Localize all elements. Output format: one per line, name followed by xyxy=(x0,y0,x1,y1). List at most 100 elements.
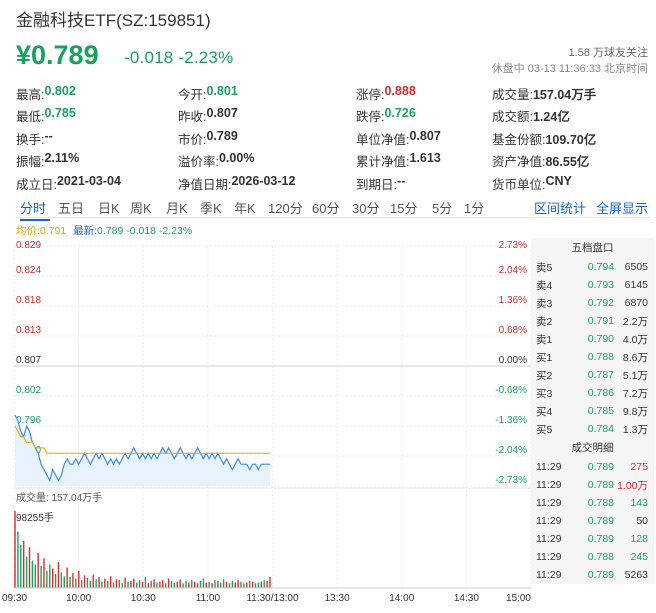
trade-row: 11:29 0.789 5263 xyxy=(531,566,654,584)
tab-8[interactable]: 60分 xyxy=(312,201,340,216)
quote-cell: 单位净值: 0.807 xyxy=(356,129,492,148)
intraday-chart[interactable]: 0.829 2.73% 0.824 2.04% 0.818 1.36% 0.813 0.68%… xyxy=(0,236,531,613)
volume-bar xyxy=(176,581,178,588)
trade-volume: 50 xyxy=(636,515,648,527)
trade-time: 11:29 xyxy=(536,569,562,581)
tab-3[interactable]: 周K xyxy=(130,201,152,216)
volume-bar xyxy=(136,582,138,588)
avg-price-label: 均价: xyxy=(16,225,40,237)
followers-count[interactable]: 1.58 万球友关注 xyxy=(568,47,648,59)
volume-bar xyxy=(185,580,187,588)
tab-1[interactable]: 五日 xyxy=(58,201,85,216)
volume-bar xyxy=(266,580,268,588)
tab-11[interactable]: 5分 xyxy=(432,201,453,216)
quote-label: 涨停: xyxy=(356,87,385,102)
order-level-price: 0.787 xyxy=(587,369,614,381)
order-book-row: 买5 0.784 1.3万 xyxy=(531,420,654,438)
quote-row: 成立日: 2021-03-04 净值日期: 2026-03-12 到期日: -- 货币单位:… xyxy=(16,172,648,195)
order-level-label: 买5 xyxy=(536,423,553,436)
quote-cell: 溢价率: 0.00% xyxy=(178,151,356,170)
volume-bar xyxy=(251,581,254,588)
quote-value: 2021-03-04 xyxy=(56,173,121,188)
volume-bar xyxy=(121,583,123,588)
volume-bar xyxy=(167,578,170,588)
quote-value: 0.801 xyxy=(206,83,238,98)
volume-bar xyxy=(217,580,219,588)
pct-tick-label: 1.36% xyxy=(499,295,527,306)
volume-bar xyxy=(211,583,213,588)
trade-price: 0.788 xyxy=(587,551,614,563)
volume-bar xyxy=(159,581,161,588)
order-book-row: 卖2 0.791 2.2万 xyxy=(531,312,654,330)
volume-bar xyxy=(14,511,16,588)
pct-tick-label: 0.68% xyxy=(499,325,527,336)
volume-bar xyxy=(115,579,118,588)
tab-6[interactable]: 年K xyxy=(234,201,256,216)
volume-bar xyxy=(51,568,54,588)
tab-10[interactable]: 15分 xyxy=(390,201,418,216)
pct-tick-label: -2.73% xyxy=(495,475,527,486)
quote-cell: 昨收: 0.807 xyxy=(178,106,356,125)
volume-bar xyxy=(54,573,57,588)
volume-bar xyxy=(182,583,184,588)
time-tick-label: 13:30 xyxy=(325,593,350,604)
time-tick-label: 10:30 xyxy=(131,593,156,604)
pct-tick-label: 2.04% xyxy=(499,265,527,276)
quote-value: 0.807 xyxy=(206,106,238,121)
trade-time: 11:29 xyxy=(536,515,562,527)
trade-time: 11:29 xyxy=(536,479,562,491)
quote-label: 振幅: xyxy=(16,155,45,170)
quote-label: 累计净值: xyxy=(356,155,410,170)
tab-2[interactable]: 日K xyxy=(98,201,120,216)
volume-bar xyxy=(144,577,147,588)
volume-bar xyxy=(249,580,251,588)
tab-0[interactable]: 分时 xyxy=(20,201,47,216)
volume-bar xyxy=(63,576,65,588)
tab-4[interactable]: 月K xyxy=(166,201,188,216)
tab-7[interactable]: 120分 xyxy=(268,201,303,216)
quote-value: 0.726 xyxy=(384,106,416,121)
volume-bar xyxy=(196,583,199,588)
volume-bar xyxy=(162,580,164,588)
quote-value: 0.00% xyxy=(218,151,255,166)
order-level-price: 0.785 xyxy=(587,405,614,417)
time-tick-label: 09:30 xyxy=(2,593,27,604)
tab-12[interactable]: 1分 xyxy=(464,201,485,216)
last-price-label: 最新: xyxy=(73,225,98,237)
quote-cell: 到期日: -- xyxy=(356,174,492,193)
pct-tick-label: 2.73% xyxy=(499,240,527,251)
time-tick-label: 14:30 xyxy=(454,593,479,604)
last-price-value: 0.789 -0.018 -2.23% xyxy=(97,225,193,237)
order-level-price: 0.791 xyxy=(587,315,614,327)
volume-bar xyxy=(124,577,126,588)
quote-cell: 振幅: 2.11% xyxy=(16,151,178,170)
quote-label: 换手: xyxy=(16,132,45,147)
chart-legend: 均价:0.791 最新:0.789 -0.018 -2.23% xyxy=(16,223,192,238)
fullscreen-link[interactable]: 全屏显示 xyxy=(596,201,649,216)
order-level-price: 0.794 xyxy=(587,261,614,273)
volume-bar xyxy=(20,544,22,588)
order-level-label: 买1 xyxy=(536,351,553,364)
volume-bar xyxy=(208,581,210,588)
range-stats-link[interactable]: 区间统计 xyxy=(534,201,587,216)
tab-9[interactable]: 30分 xyxy=(352,201,380,216)
quote-label: 货币单位: xyxy=(492,177,546,192)
trade-price: 0.789 xyxy=(587,533,614,545)
quote-value: 86.55亿 xyxy=(545,155,590,170)
volume-bar xyxy=(37,552,39,588)
volume-bar xyxy=(147,583,149,588)
volume-bar xyxy=(72,573,74,588)
trade-time: 11:29 xyxy=(536,533,562,545)
volume-bar xyxy=(188,582,190,588)
price-tick-label: 0.796 xyxy=(16,415,41,426)
trade-row: 11:29 0.789 275 xyxy=(531,458,654,476)
quote-value: 2026-03-12 xyxy=(231,173,296,188)
volume-bar xyxy=(28,547,31,588)
time-tick-label: 10:00 xyxy=(66,593,91,604)
order-level-label: 卖4 xyxy=(536,279,553,292)
tab-5[interactable]: 季K xyxy=(200,201,222,216)
security-title: 金融科技ETF(SZ:159851) xyxy=(16,11,211,30)
order-book-row: 卖3 0.792 6870 xyxy=(531,294,654,312)
trade-volume: 275 xyxy=(630,461,648,473)
quote-value: 0.802 xyxy=(44,83,76,98)
